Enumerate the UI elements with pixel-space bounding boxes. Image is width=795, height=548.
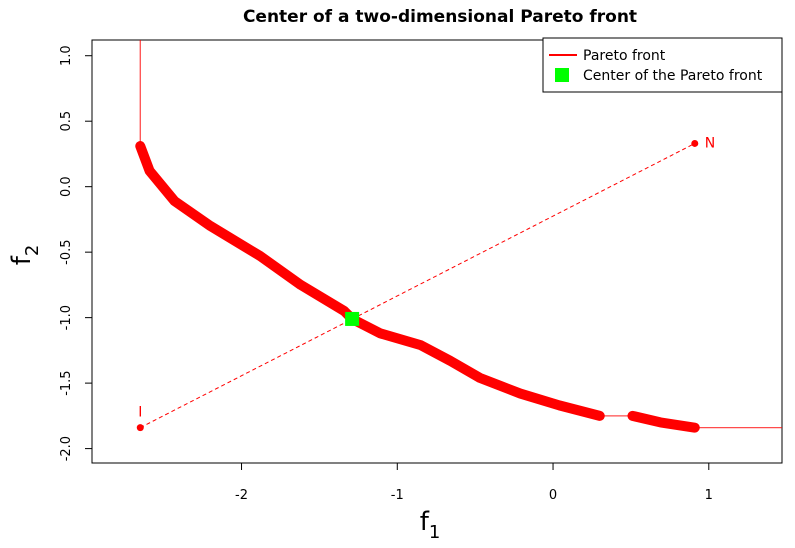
- chart-title: Center of a two-dimensional Pareto front: [243, 7, 637, 27]
- y-axis-label: f2: [7, 245, 43, 266]
- y-tick-label: -2.0: [59, 436, 74, 461]
- annotation-label: N: [705, 135, 715, 151]
- plot-frame: [91, 39, 783, 464]
- annotation-point: [136, 424, 144, 432]
- plot-area: [135, 40, 782, 433]
- x-tick-label: 0: [549, 488, 557, 503]
- legend-box: [542, 37, 783, 93]
- y-tick-label: -0.5: [59, 239, 74, 264]
- x-tick-label: -1: [391, 488, 404, 503]
- y-tick-label: 1.0: [59, 45, 74, 66]
- y-label-base: f: [7, 255, 37, 265]
- y-tick-label: 0.5: [59, 111, 74, 132]
- x-label-sub: 1: [429, 522, 440, 543]
- pareto-points: [627, 410, 700, 433]
- ideal-nadir-line: [140, 143, 696, 429]
- annotation-point: [691, 139, 699, 147]
- x-tick-label: 1: [705, 488, 713, 503]
- x-tick-label: -2: [235, 488, 248, 503]
- y-tick-label: -1.5: [59, 370, 74, 395]
- y-tick-label: 0.0: [59, 176, 74, 197]
- center-point: [345, 311, 360, 326]
- x-axis-label: f1: [420, 507, 441, 543]
- legend-label: Center of the Pareto front: [583, 68, 763, 84]
- pareto-points: [135, 141, 605, 421]
- legend-label: Pareto front: [583, 48, 666, 64]
- y-tick-label: -1.0: [59, 305, 74, 330]
- annotation-label: I: [138, 405, 142, 421]
- x-label-base: f: [420, 507, 430, 537]
- legend-swatch: [555, 68, 569, 82]
- y-label-sub: 2: [22, 245, 43, 256]
